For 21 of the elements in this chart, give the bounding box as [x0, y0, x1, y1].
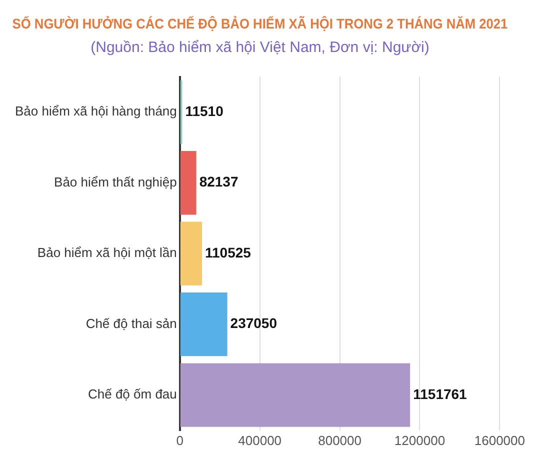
bar — [180, 222, 202, 286]
data-label: 82137 — [199, 174, 238, 190]
data-label: 237050 — [230, 315, 278, 332]
bar — [180, 363, 410, 427]
data-label: 11510 — [185, 103, 224, 120]
chart-title: SỐ NGƯỜI HƯỞNG CÁC CHẾ ĐỘ BẢO HIỂM XÃ HỘI TRONG 2 THÁNG NĂM 2021 — [12, 14, 508, 32]
chart-subtitle: (Nguồn: Bảo hiểm xã hội Việt Nam, Đơn vị: Người) — [90, 38, 430, 56]
x-tick-label: 400000 — [238, 432, 282, 448]
data-label: 1151761 — [413, 386, 468, 402]
x-tick-label: 800000 — [318, 432, 362, 448]
y-tick-label: Bảo hiểm xã hội một lần — [37, 245, 177, 260]
bar — [180, 151, 196, 215]
bar — [180, 292, 228, 356]
x-tick-label: 1200000 — [394, 432, 446, 448]
y-tick-label: Chế độ ốm đau — [88, 386, 177, 402]
x-tick-label: 1600000 — [474, 432, 526, 448]
x-tick-label: 0 — [176, 432, 184, 448]
y-tick-label: Chế độ thai sản — [86, 316, 177, 331]
y-tick-label: Bảo hiểm thất nghiệp — [54, 174, 177, 190]
y-tick-label: Bảo hiểm xã hội hàng tháng — [14, 104, 177, 119]
data-label: 110525 — [204, 244, 252, 260]
